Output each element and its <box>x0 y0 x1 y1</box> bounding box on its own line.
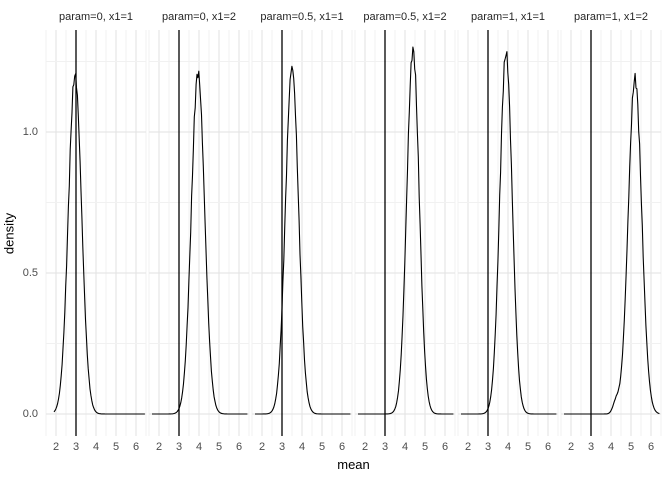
x-tick-label: 6 <box>544 441 552 453</box>
facet-strip-label: param=1, x1=1 <box>471 11 545 23</box>
x-tick-label: 2 <box>155 441 163 453</box>
x-tick-label: 6 <box>132 441 140 453</box>
density-curve <box>152 70 248 415</box>
x-tick-label: 4 <box>195 441 203 453</box>
x-axis-title: mean <box>337 457 370 472</box>
x-tick-label: 4 <box>401 441 409 453</box>
facet-strip-label: param=0.5, x1=2 <box>363 11 447 23</box>
x-tick-label: 3 <box>381 441 389 453</box>
x-tick-label: 5 <box>421 441 429 453</box>
x-tick-label: 4 <box>607 441 615 453</box>
density-curve <box>53 73 145 415</box>
facet-strip-label: param=0, x1=1 <box>59 11 133 23</box>
x-tick-label: 2 <box>464 441 472 453</box>
x-tick-label: 5 <box>318 441 326 453</box>
facet-strip-label: param=1, x1=2 <box>574 11 648 23</box>
x-tick-label: 4 <box>92 441 100 453</box>
density-curve <box>255 65 351 415</box>
density-curve <box>461 51 557 415</box>
x-tick-label: 5 <box>112 441 120 453</box>
x-tick-label: 5 <box>215 441 223 453</box>
x-tick-label: 4 <box>504 441 512 453</box>
y-tick-label: 0.5 <box>22 267 38 279</box>
x-tick-label: 6 <box>338 441 346 453</box>
x-tick-label: 3 <box>484 441 492 453</box>
x-tick-label: 6 <box>441 441 449 453</box>
x-tick-label: 5 <box>627 441 635 453</box>
x-tick-label: 3 <box>587 441 595 453</box>
x-tick-label: 5 <box>524 441 532 453</box>
x-tick-label: 2 <box>258 441 266 453</box>
facet-strip-label: param=0, x1=2 <box>162 11 236 23</box>
x-tick-label: 3 <box>175 441 183 453</box>
y-tick-label: 0.0 <box>22 408 38 420</box>
density-curve <box>564 72 660 415</box>
y-axis-title: density <box>1 212 17 255</box>
x-tick-label: 2 <box>361 441 369 453</box>
x-tick-label: 6 <box>647 441 655 453</box>
y-tick-label: 1.0 <box>22 126 38 138</box>
facet-strip-label: param=0.5, x1=1 <box>260 11 344 23</box>
x-tick-label: 3 <box>72 441 80 453</box>
x-tick-label: 4 <box>298 441 306 453</box>
x-tick-label: 3 <box>278 441 286 453</box>
x-tick-label: 2 <box>567 441 575 453</box>
density-curve <box>358 46 454 415</box>
x-tick-label: 6 <box>235 441 243 453</box>
x-tick-label: 2 <box>52 441 60 453</box>
